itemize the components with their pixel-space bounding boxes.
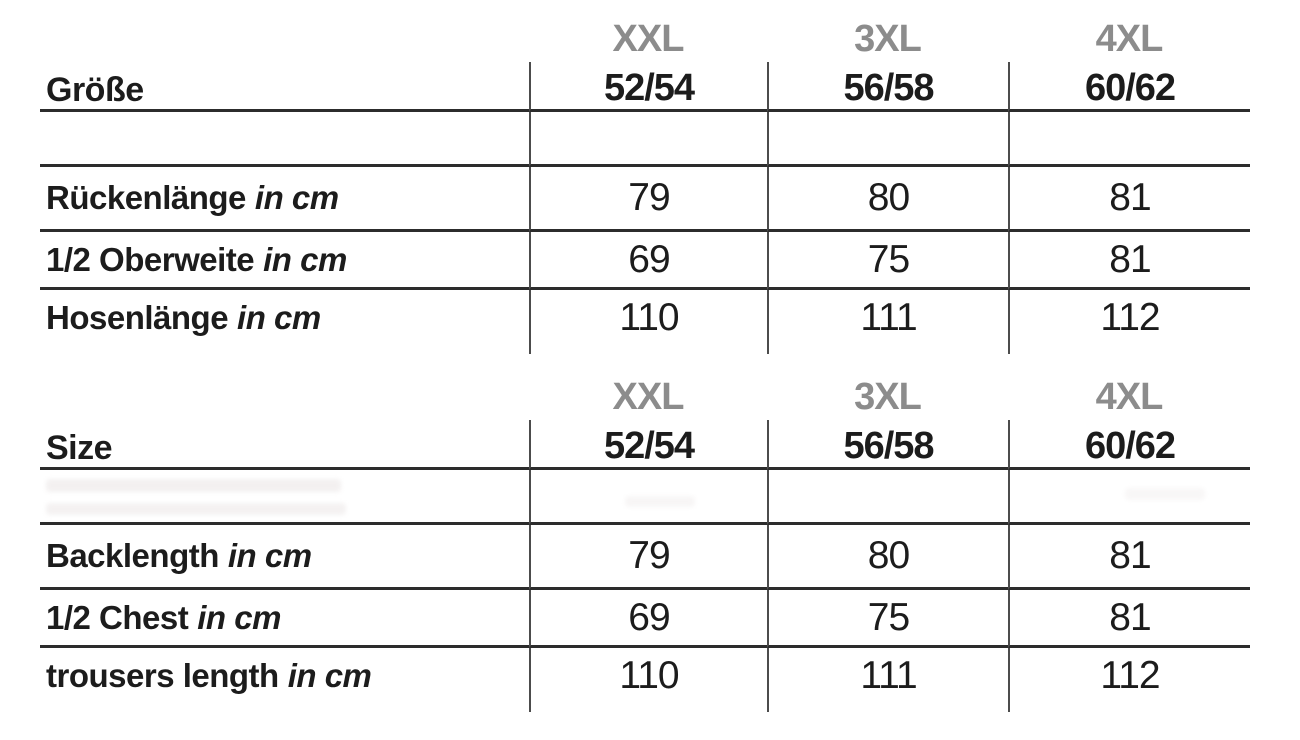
column-size-xxl: XXL [612, 376, 685, 418]
empty-cell [40, 704, 529, 712]
size-name-row: XXL 3XL 4XL [40, 16, 1250, 62]
column-range-xxl: 52/54 [529, 62, 767, 112]
row-label-text: 1/2 Oberweite [46, 240, 255, 278]
row-unit-text: in cm [227, 537, 312, 574]
row-unit-text: in cm [263, 240, 347, 278]
row-unit-text: in cm [287, 657, 372, 694]
empty-cell [1008, 112, 1250, 167]
row-label-text: Backlength [46, 537, 219, 574]
cell-value: 69 [529, 590, 767, 648]
cell-value: 112 [1008, 648, 1250, 704]
size-table-german: XXL 3XL 4XL Größe 52/54 56/58 60/62 Rück… [40, 16, 1250, 354]
row-label-text: Hosenlänge [46, 299, 229, 336]
row-unit-text: in cm [254, 179, 339, 216]
table-header-row: Größe 52/54 56/58 60/62 [40, 62, 1250, 112]
measurement-row-trousers-en: trousers length in cm 110 111 112 [40, 648, 1250, 704]
row-label: 1/2 Chest in cm [40, 590, 529, 648]
measurement-row-chest-en: 1/2 Chest in cm 69 75 81 [40, 590, 1250, 648]
row-label: Backlength in cm [40, 525, 529, 590]
empty-cell [529, 470, 767, 525]
table-title: Size [40, 420, 529, 470]
empty-row [40, 112, 1250, 167]
cell-value: 75 [767, 232, 1008, 290]
column-size-3xl: 3XL [854, 18, 922, 60]
cell-value: 80 [767, 525, 1008, 590]
cell-value: 112 [1008, 290, 1250, 346]
empty-cell [40, 112, 529, 167]
cell-value: 75 [767, 590, 1008, 648]
column-range-3xl: 56/58 [767, 62, 1008, 112]
empty-cell [529, 112, 767, 167]
column-size-xxl: XXL [612, 18, 685, 60]
empty-cell [767, 112, 1008, 167]
cell-value: 81 [1008, 232, 1250, 290]
empty-cell [40, 346, 529, 354]
spacer-cell [40, 16, 529, 62]
cell-value: 111 [767, 648, 1008, 704]
column-size-3xl: 3XL [854, 376, 922, 418]
cell-value: 79 [529, 167, 767, 232]
size-name-row: XXL 3XL 4XL [40, 374, 1250, 420]
row-unit-text: in cm [237, 299, 321, 336]
empty-cell [767, 470, 1008, 525]
row-label: trousers length in cm [40, 648, 529, 704]
column-size-4xl: 4XL [1095, 18, 1164, 60]
empty-cell [529, 704, 767, 712]
divider-overhang-row [40, 704, 1250, 712]
measurement-row-backlength-en: Backlength in cm 79 80 81 [40, 525, 1250, 590]
row-label-text: trousers length [46, 657, 279, 694]
row-label: 1/2 Oberweite in cm [40, 232, 529, 290]
column-size-4xl: 4XL [1095, 376, 1164, 418]
size-chart-page: XXL 3XL 4XL Größe 52/54 56/58 60/62 Rück… [40, 16, 1250, 712]
measurement-row-backlength-de: Rückenlänge in cm 79 80 81 [40, 167, 1250, 232]
cell-value: 110 [529, 290, 767, 346]
empty-cell [529, 346, 767, 354]
cell-value: 81 [1008, 167, 1250, 232]
row-label-text: Rückenlänge [46, 179, 246, 216]
row-label-text: 1/2 Chest [46, 598, 189, 636]
empty-cell [767, 704, 1008, 712]
column-range-4xl: 60/62 [1008, 62, 1250, 112]
row-unit-text: in cm [197, 598, 281, 636]
column-range-4xl: 60/62 [1008, 420, 1250, 470]
column-range-xxl: 52/54 [529, 420, 767, 470]
cell-value: 111 [767, 290, 1008, 346]
divider-overhang-row [40, 346, 1250, 354]
cell-value: 69 [529, 232, 767, 290]
table-title: Größe [40, 62, 529, 112]
measurement-row-trousers-de: Hosenlänge in cm 110 111 112 [40, 290, 1250, 346]
cell-value: 81 [1008, 525, 1250, 590]
row-label: Hosenlänge in cm [40, 290, 529, 346]
empty-cell [1008, 704, 1250, 712]
column-range-3xl: 56/58 [767, 420, 1008, 470]
spacer-cell [40, 374, 529, 420]
size-table-english: XXL 3XL 4XL Size 52/54 56/58 60/62 Backl… [40, 374, 1250, 712]
empty-cell [767, 346, 1008, 354]
cell-value: 81 [1008, 590, 1250, 648]
measurement-row-chest-de: 1/2 Oberweite in cm 69 75 81 [40, 232, 1250, 290]
cell-value: 110 [529, 648, 767, 704]
empty-row-with-erased-text [40, 470, 1250, 525]
cell-value: 79 [529, 525, 767, 590]
empty-cell [1008, 346, 1250, 354]
empty-cell [40, 470, 529, 525]
table-header-row: Size 52/54 56/58 60/62 [40, 420, 1250, 470]
cell-value: 80 [767, 167, 1008, 232]
empty-cell [1008, 470, 1250, 525]
row-label: Rückenlänge in cm [40, 167, 529, 232]
